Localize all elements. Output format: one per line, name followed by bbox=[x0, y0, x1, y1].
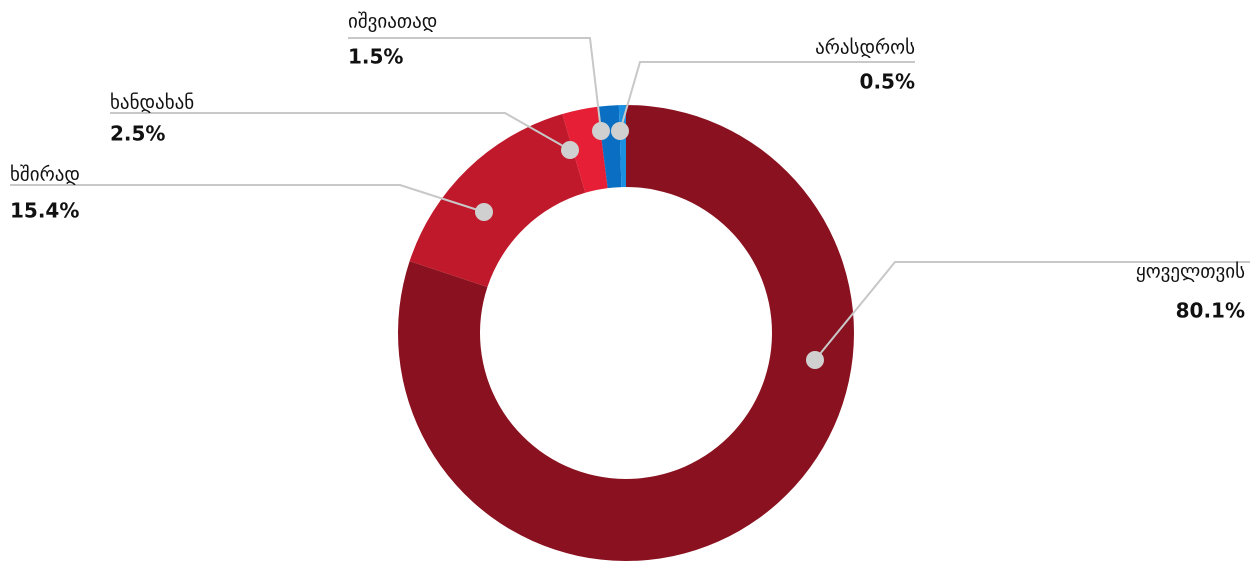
value-label: 0.5% bbox=[860, 70, 915, 94]
category-label: ყოველთვის bbox=[1136, 261, 1245, 283]
leader-line bbox=[619, 61, 915, 132]
leader-line bbox=[814, 261, 1250, 361]
label-dot bbox=[592, 122, 610, 140]
category-label: იშვიათად bbox=[348, 11, 437, 33]
category-label: ხანდახან bbox=[110, 92, 194, 114]
label-dot bbox=[561, 141, 579, 159]
donut-segment bbox=[409, 114, 586, 288]
label-dot bbox=[611, 122, 629, 140]
leader-line bbox=[348, 37, 602, 132]
leader-line bbox=[110, 112, 571, 151]
value-label: 80.1% bbox=[1176, 299, 1245, 323]
category-label: ხშირად bbox=[10, 164, 80, 186]
label-dot bbox=[806, 351, 824, 369]
value-label: 15.4% bbox=[10, 199, 79, 223]
donut-segment bbox=[397, 105, 854, 561]
label-dot bbox=[475, 203, 493, 221]
value-label: 2.5% bbox=[110, 122, 165, 146]
category-label: არასდროს bbox=[815, 37, 915, 59]
value-label: 1.5% bbox=[348, 45, 403, 69]
leader-line bbox=[10, 184, 485, 213]
